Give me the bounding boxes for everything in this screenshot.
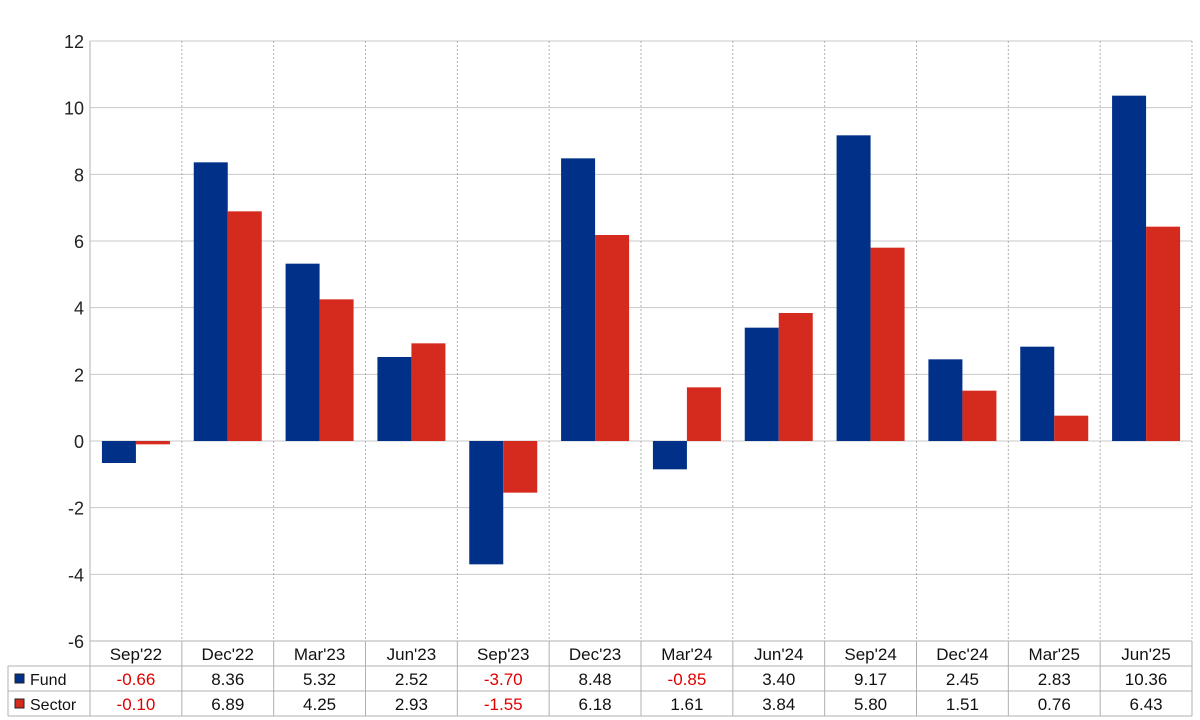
y-tick-label: -2 xyxy=(68,499,84,519)
table-cell-sector: -1.55 xyxy=(484,695,523,714)
bar-fund-0 xyxy=(101,441,136,463)
bar-sector-3 xyxy=(411,343,446,441)
y-tick-label: 0 xyxy=(74,432,84,452)
legend-swatch-fund xyxy=(14,673,25,684)
bar-fund-11 xyxy=(1112,95,1147,442)
table-cell-fund: -3.70 xyxy=(484,670,523,689)
bar-fund-10 xyxy=(1020,346,1055,441)
bar-sector-11 xyxy=(1146,226,1181,441)
y-tick-label: -6 xyxy=(68,632,84,652)
bar-fund-9 xyxy=(928,359,963,441)
x-category-label: Sep'22 xyxy=(110,645,162,664)
bar-fund-7 xyxy=(744,327,779,441)
table-cell-fund: 10.36 xyxy=(1125,670,1168,689)
grid-lines xyxy=(89,40,1193,642)
table-cell-sector: -0.10 xyxy=(117,695,156,714)
bar-fund-5 xyxy=(561,158,596,442)
table-cell-sector: 1.51 xyxy=(946,695,979,714)
table-cell-fund: 8.48 xyxy=(579,670,612,689)
x-category-label: Jun'25 xyxy=(1121,645,1171,664)
y-tick-label: 4 xyxy=(74,299,84,319)
y-tick-label: -4 xyxy=(68,565,84,585)
legend-swatch-sector xyxy=(14,698,25,709)
table-cell-fund: 8.36 xyxy=(211,670,244,689)
x-category-label: Jun'23 xyxy=(387,645,437,664)
table-cell-sector: 1.61 xyxy=(670,695,703,714)
table-cell-sector: 0.76 xyxy=(1038,695,1071,714)
bar-fund-8 xyxy=(836,135,871,442)
x-category-label: Mar'24 xyxy=(661,645,712,664)
bar-fund-6 xyxy=(652,441,687,470)
y-tick-label: 2 xyxy=(74,365,84,385)
table-cell-sector: 2.93 xyxy=(395,695,428,714)
table-cell-fund: 2.83 xyxy=(1038,670,1071,689)
y-tick-label: 10 xyxy=(64,99,84,119)
table-cell-sector: 4.25 xyxy=(303,695,336,714)
y-tick-label: 6 xyxy=(74,232,84,252)
y-tick-label: 8 xyxy=(74,165,84,185)
x-category-label: Dec'23 xyxy=(569,645,621,664)
table-cell-fund: 2.52 xyxy=(395,670,428,689)
table-cell-sector: 5.80 xyxy=(854,695,887,714)
x-category-label: Mar'23 xyxy=(294,645,345,664)
bar-sector-10 xyxy=(1054,415,1089,441)
bar-fund-1 xyxy=(193,162,228,442)
bar-sector-6 xyxy=(686,387,721,441)
table-cell-sector: 6.89 xyxy=(211,695,244,714)
bar-sector-5 xyxy=(595,235,630,441)
bar-fund-4 xyxy=(469,441,504,565)
x-category-label: Jun'24 xyxy=(754,645,804,664)
x-category-label: Sep'24 xyxy=(844,645,896,664)
bar-sector-8 xyxy=(870,247,905,441)
x-category-label: Dec'24 xyxy=(936,645,988,664)
bar-fund-2 xyxy=(285,263,320,441)
legend-label-sector: Sector xyxy=(30,697,77,714)
bar-sector-9 xyxy=(962,390,997,441)
table-cell-fund: 3.40 xyxy=(762,670,795,689)
table-cell-fund: 2.45 xyxy=(946,670,979,689)
bars xyxy=(101,95,1181,565)
x-category-label: Dec'22 xyxy=(202,645,254,664)
x-category-label: Sep'23 xyxy=(477,645,529,664)
table-cell-sector: 3.84 xyxy=(762,695,795,714)
bar-sector-4 xyxy=(503,441,538,493)
bar-sector-0 xyxy=(135,441,170,445)
bar-sector-1 xyxy=(227,211,262,441)
table-cell-fund: -0.66 xyxy=(117,670,156,689)
bar-fund-3 xyxy=(377,357,412,441)
legend-label-fund: Fund xyxy=(30,672,66,689)
table-cell-fund: 5.32 xyxy=(303,670,336,689)
bar-sector-7 xyxy=(778,313,813,441)
table-cell-fund: 9.17 xyxy=(854,670,887,689)
data-table: Sep'22 Dec'22 Mar'23 Jun'23 Sep'23 Dec'23 Mar'… xyxy=(7,640,1193,717)
table-cell-sector: 6.18 xyxy=(579,695,612,714)
table-cell-fund: -0.85 xyxy=(668,670,707,689)
bar-sector-2 xyxy=(319,299,354,441)
y-tick-label: 12 xyxy=(64,32,84,52)
table-cell-sector: 6.43 xyxy=(1130,695,1163,714)
y-axis: 12 10 8 6 4 2 0 -2 -4 -6 xyxy=(64,32,84,652)
x-category-label: Mar'25 xyxy=(1029,645,1080,664)
